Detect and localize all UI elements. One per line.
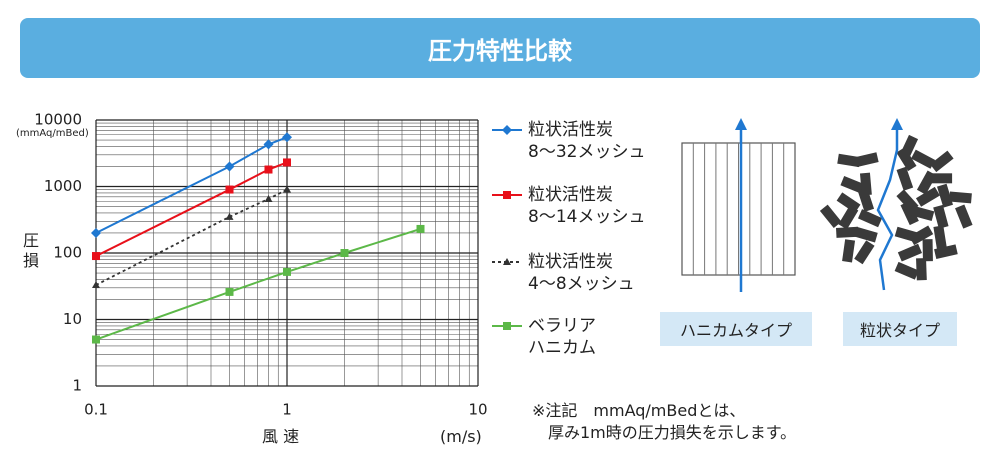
particle (909, 225, 934, 246)
point (283, 185, 291, 193)
particle (854, 240, 875, 265)
y-tick-label: 100 (53, 244, 82, 262)
series-line (95, 136, 288, 234)
particle (930, 150, 954, 173)
particle (949, 191, 972, 204)
point (264, 165, 273, 174)
plot-grid (95, 119, 479, 387)
y-axis-unit: (mmAq/mBed) (16, 128, 89, 139)
x-axis-label: 風 速 (262, 427, 300, 446)
particle (915, 186, 940, 207)
particle (840, 176, 865, 194)
y-tick-label: 1000 (44, 177, 82, 195)
point (92, 335, 100, 344)
particle (897, 243, 923, 262)
particle (955, 204, 973, 229)
particle (900, 200, 919, 226)
note: ※注記 mmAq/mBedとは、 厚み1m時の圧力損失を示します。 (532, 401, 797, 442)
particle (837, 153, 861, 168)
particle (922, 239, 933, 262)
title-banner: 圧力特性比較 (20, 18, 980, 78)
point (263, 139, 274, 150)
point (225, 212, 234, 220)
granular-diagram (819, 134, 973, 281)
series-line (95, 188, 288, 286)
y-tick-label: 1 (72, 377, 82, 395)
particle (836, 192, 861, 213)
point (264, 194, 273, 202)
x-axis-unit: (m/s) (440, 427, 482, 446)
particle (857, 209, 883, 228)
legend-label: ベラリア ハニカム (528, 316, 596, 358)
particle (896, 166, 914, 191)
point (282, 132, 292, 143)
particle (933, 225, 947, 249)
particle (854, 152, 879, 167)
legend-marker (502, 125, 512, 135)
particle (857, 187, 875, 212)
particle (934, 244, 958, 260)
legend-marker (503, 258, 511, 265)
point (225, 287, 234, 296)
series-line (95, 161, 288, 257)
particle (916, 258, 927, 281)
x-tick-label: 1 (282, 401, 292, 419)
x-tick-label: 0.1 (84, 401, 108, 419)
honeycomb-label: ハニカムタイプ (660, 312, 812, 346)
particle (819, 204, 842, 228)
legend-label: 粒状活性炭 8〜32メッシュ (528, 120, 646, 162)
granular-label: 粒状タイプ (843, 312, 957, 346)
particle (936, 183, 953, 208)
legend-marker (503, 191, 511, 199)
particle (930, 173, 953, 184)
point (340, 249, 349, 257)
series-line (95, 227, 421, 341)
particle (835, 226, 859, 238)
point (416, 224, 425, 233)
particle (910, 205, 935, 221)
y-tick-label: 10000 (34, 111, 82, 129)
granular-arrow (876, 118, 903, 291)
particle (842, 239, 856, 263)
particle (853, 226, 878, 243)
particle (838, 205, 859, 230)
point (91, 227, 101, 238)
point (92, 281, 100, 289)
legend-label: 粒状活性炭 4〜8メッシュ (528, 252, 635, 294)
particle (911, 149, 936, 169)
legend-marker (503, 322, 511, 330)
particle (933, 204, 949, 229)
point (224, 161, 235, 172)
particle (894, 261, 919, 280)
y-axis-label: 圧損 (20, 232, 39, 272)
point (283, 267, 291, 276)
honeycomb-diagram (681, 118, 796, 292)
legend-label: 粒状活性炭 8〜14メッシュ (528, 185, 646, 227)
point (283, 158, 291, 167)
point (92, 252, 100, 261)
x-tick-label: 10 (468, 401, 487, 419)
y-tick-label: 10 (63, 310, 82, 328)
particle (896, 147, 917, 172)
point (225, 185, 234, 194)
